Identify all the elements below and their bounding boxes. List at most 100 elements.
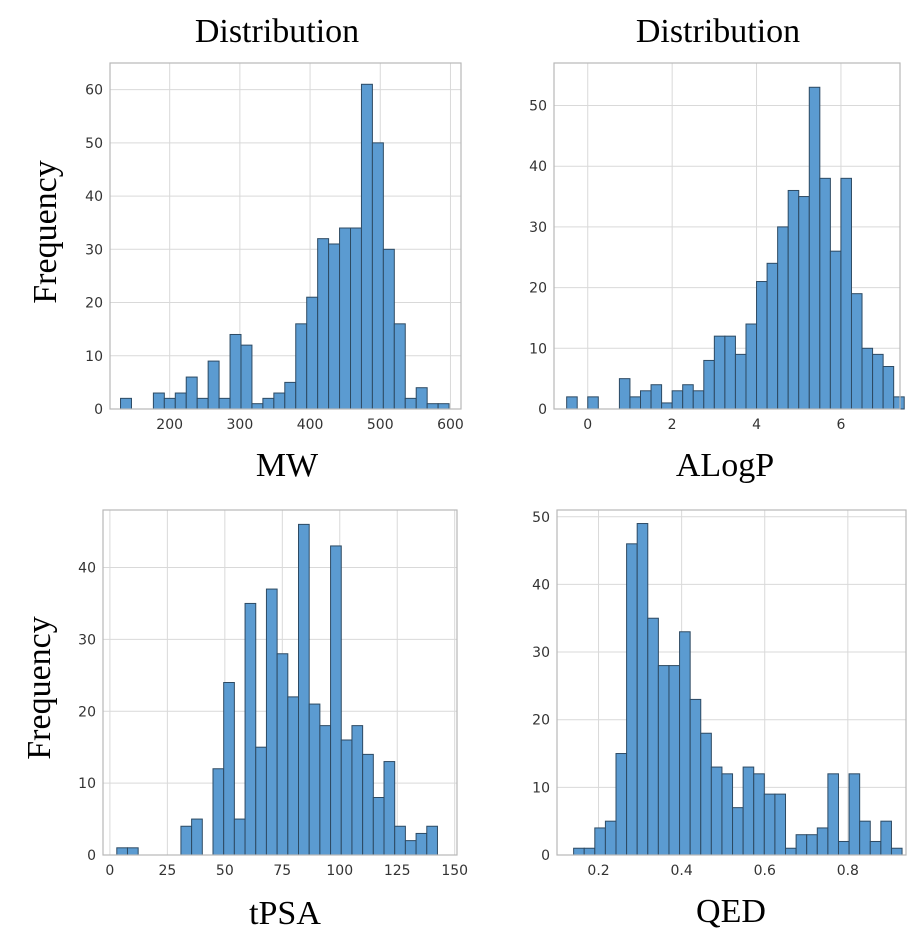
y-tick-label: 20 [532,713,550,729]
histogram-bar [116,847,128,856]
histogram-bar [787,189,800,410]
x-tick-label: 2 [668,417,677,433]
histogram-bar [893,396,905,410]
y-tick-label: 50 [85,136,103,152]
panel-mw-xlabel: MW [256,447,319,484]
y-tick-label: 0 [87,848,96,864]
y-tick-label: 10 [532,780,550,796]
histogram-bar [262,397,275,410]
histogram-bar [615,753,628,856]
panel-qed: QED 0.2 0.4 0.6 0.8 0 10 20 30 40 50 [532,509,907,930]
histogram-bar [339,227,352,410]
y-tick-label: 50 [532,510,550,526]
histogram-bar [700,732,712,856]
histogram-bar [668,665,681,856]
histogram-bar [207,360,220,410]
histogram-bar [284,381,297,410]
panel-mw: Distribution Frequency MW 200 300 400 500 60… [27,13,464,484]
histogram-bar [120,397,132,410]
histogram-bar [732,807,744,856]
histogram-bar [724,335,736,410]
histogram-bar [223,682,235,856]
histogram-bar [426,403,439,410]
histogram-bar [317,238,330,410]
histogram-bar [330,545,342,856]
y-tick-label: 20 [78,704,96,720]
plot-frame [553,62,901,410]
histogram-bar [240,344,253,410]
histogram-bar [163,397,176,410]
panel-mw-plot: 200 300 400 500 600 0 10 20 30 40 50 60 [85,62,464,433]
histogram-bar [415,387,428,410]
x-tick-label: 0.2 [587,863,609,879]
histogram-bar [808,86,821,410]
histogram-bar [636,523,649,856]
panel-tpsa-plot: 0 25 50 75 100 125 150 0 10 20 30 40 [78,509,468,879]
histogram-bar [126,847,139,856]
histogram-bar [360,83,373,410]
y-tick-label: 20 [85,296,103,312]
y-tick-label: 30 [529,220,547,236]
histogram-bar [657,665,670,856]
histogram-bar [890,847,903,856]
panel-alogp-plot: 0 2 4 6 0 10 20 30 40 50 [529,62,905,433]
y-tick-label: 40 [529,159,547,175]
histogram-bar [383,761,396,856]
histogram-bar [229,333,242,410]
histogram-bar [689,698,702,856]
x-tick-label: 400 [297,417,324,433]
histogram-bar [682,384,694,410]
histogram-bar [819,177,831,410]
panel-mw-ylabel: Frequency [27,160,64,304]
x-tick-label: 100 [326,863,353,879]
panel-tpsa: Frequency tPSA 0 25 50 75 100 125 150 0 10 20 30 40 [21,509,468,932]
histogram-bar [594,827,606,856]
histogram-bar [255,746,267,856]
histogram-bar [218,397,231,410]
histogram-bar [566,396,578,410]
histogram-bar [393,323,406,410]
y-tick-label: 0 [94,402,103,418]
y-tick-label: 40 [85,189,103,205]
plot-frame [556,509,907,856]
histogram-bar [798,196,810,410]
histogram-bar [415,832,428,856]
histogram-bar [850,293,863,410]
x-tick-label: 0 [583,417,592,433]
y-tick-label: 20 [529,281,547,297]
y-tick-label: 50 [529,98,547,114]
histogram-bar [244,602,257,856]
histogram-bar [371,142,384,410]
histogram-bar [647,617,659,856]
y-tick-label: 40 [78,561,96,577]
histogram-bar [295,323,308,410]
x-tick-label: 0.6 [754,863,776,879]
histogram-bar [734,353,747,410]
x-tick-label: 200 [156,417,183,433]
histogram-bar [837,840,850,856]
y-tick-label: 30 [78,632,96,648]
histogram-bar [372,797,385,856]
histogram-bar [626,543,638,856]
histogram-bar [840,177,852,410]
histogram-bar [766,262,779,410]
y-tick-label: 30 [532,645,550,661]
histogram-bar [703,359,715,410]
histogram-bar [233,818,246,856]
y-tick-label: 10 [78,776,96,792]
histogram-bar [650,384,663,410]
histogram-bar [404,397,417,410]
panel-qed-plot: 0.2 0.4 0.6 0.8 0 10 20 30 40 50 [532,509,907,879]
histogram-bar [679,631,691,856]
histogram-bar [212,768,225,856]
y-tick-label: 0 [541,848,550,864]
histogram-bar [742,766,755,856]
histogram-bar [710,766,723,856]
panel-alogp-xlabel: ALogP [676,447,774,484]
histogram-bar [265,588,278,856]
histogram-bar [180,825,193,856]
y-tick-label: 40 [532,577,550,593]
histogram-bar [196,397,209,410]
histogram-bar [604,820,617,856]
